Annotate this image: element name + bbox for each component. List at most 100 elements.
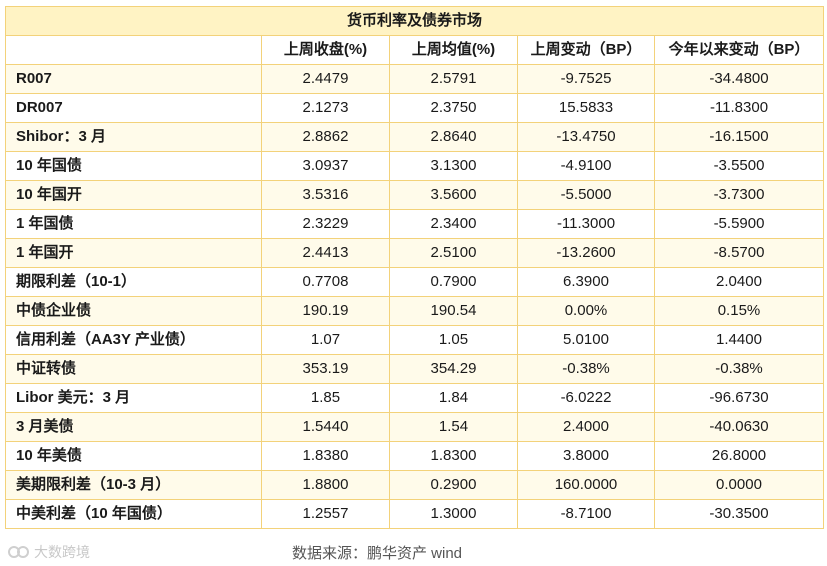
row-week-change-value: -9.7525 bbox=[517, 64, 655, 94]
row-ytd-change-value: -40.0630 bbox=[654, 412, 824, 442]
row-average-value: 1.3000 bbox=[389, 499, 518, 529]
rates-table-container: 货币利率及债券市场 上周收盘(%) 上周均值(%) 上周变动（BP） 今年以来变… bbox=[5, 6, 824, 529]
row-week-change-value: 0.00% bbox=[517, 296, 655, 326]
table-row: 中债企业债 190.19 190.54 0.00% 0.15% bbox=[5, 296, 824, 326]
table-row: 3 月美债 1.5440 1.54 2.4000 -40.0630 bbox=[5, 412, 824, 442]
row-week-change-value: 160.0000 bbox=[517, 470, 655, 500]
data-source: 数据来源：鹏华资产 wind bbox=[292, 545, 463, 562]
row-ytd-change-value: -16.1500 bbox=[654, 122, 824, 152]
row-ytd-change-value: -3.5500 bbox=[654, 151, 824, 181]
watermark: 大数跨境 bbox=[8, 542, 90, 562]
row-name: 中债企业债 bbox=[5, 296, 262, 326]
row-name: 1 年国开 bbox=[5, 238, 262, 268]
table-row: 信用利差（AA3Y 产业债） 1.07 1.05 5.0100 1.4400 bbox=[5, 325, 824, 355]
row-ytd-change-value: 2.0400 bbox=[654, 267, 824, 297]
row-name: 美期限利差（10-3 月） bbox=[5, 470, 262, 500]
row-ytd-change-value: 0.15% bbox=[654, 296, 824, 326]
header-close: 上周收盘(%) bbox=[261, 35, 390, 65]
row-close-value: 0.7708 bbox=[261, 267, 390, 297]
row-ytd-change-value: -5.5900 bbox=[654, 209, 824, 239]
row-average-value: 1.8300 bbox=[389, 441, 518, 471]
row-average-value: 0.7900 bbox=[389, 267, 518, 297]
header-average: 上周均值(%) bbox=[389, 35, 518, 65]
row-ytd-change-value: -11.8300 bbox=[654, 93, 824, 123]
row-name: 期限利差（10-1） bbox=[5, 267, 262, 297]
row-ytd-change-value: -96.6730 bbox=[654, 383, 824, 413]
header-week-change: 上周变动（BP） bbox=[517, 35, 655, 65]
row-ytd-change-value: -0.38% bbox=[654, 354, 824, 384]
row-close-value: 2.8862 bbox=[261, 122, 390, 152]
header-name bbox=[5, 35, 262, 65]
watermark-logo-icon bbox=[8, 546, 29, 558]
row-close-value: 190.19 bbox=[261, 296, 390, 326]
row-week-change-value: 6.3900 bbox=[517, 267, 655, 297]
row-average-value: 0.2900 bbox=[389, 470, 518, 500]
row-average-value: 2.5791 bbox=[389, 64, 518, 94]
row-close-value: 1.2557 bbox=[261, 499, 390, 529]
header-ytd-change: 今年以来变动（BP） bbox=[654, 35, 824, 65]
row-average-value: 3.5600 bbox=[389, 180, 518, 210]
row-name: 10 年国开 bbox=[5, 180, 262, 210]
row-week-change-value: 15.5833 bbox=[517, 93, 655, 123]
table-row: Shibor：3 月 2.8862 2.8640 -13.4750 -16.1500 bbox=[5, 122, 824, 152]
row-name: 信用利差（AA3Y 产业债） bbox=[5, 325, 262, 355]
row-average-value: 2.8640 bbox=[389, 122, 518, 152]
table-row: 1 年国开 2.4413 2.5100 -13.2600 -8.5700 bbox=[5, 238, 824, 268]
table-row: R007 2.4479 2.5791 -9.7525 -34.4800 bbox=[5, 64, 824, 94]
row-week-change-value: -11.3000 bbox=[517, 209, 655, 239]
row-name: 中美利差（10 年国债） bbox=[5, 499, 262, 529]
row-close-value: 2.4413 bbox=[261, 238, 390, 268]
table-row: 10 年国债 3.0937 3.1300 -4.9100 -3.5500 bbox=[5, 151, 824, 181]
row-week-change-value: -6.0222 bbox=[517, 383, 655, 413]
row-close-value: 2.3229 bbox=[261, 209, 390, 239]
rates-table: 货币利率及债券市场 上周收盘(%) 上周均值(%) 上周变动（BP） 今年以来变… bbox=[5, 6, 824, 529]
row-close-value: 1.8380 bbox=[261, 441, 390, 471]
row-name: DR007 bbox=[5, 93, 262, 123]
row-name: 1 年国债 bbox=[5, 209, 262, 239]
header-row: 上周收盘(%) 上周均值(%) 上周变动（BP） 今年以来变动（BP） bbox=[5, 35, 824, 65]
row-week-change-value: -13.2600 bbox=[517, 238, 655, 268]
table-row: 中美利差（10 年国债） 1.2557 1.3000 -8.7100 -30.3500 bbox=[5, 499, 824, 529]
row-close-value: 1.5440 bbox=[261, 412, 390, 442]
table-row: 期限利差（10-1） 0.7708 0.7900 6.3900 2.0400 bbox=[5, 267, 824, 297]
row-average-value: 190.54 bbox=[389, 296, 518, 326]
table-row: 10 年美债 1.8380 1.8300 3.8000 26.8000 bbox=[5, 441, 824, 471]
row-ytd-change-value: 1.4400 bbox=[654, 325, 824, 355]
row-close-value: 2.4479 bbox=[261, 64, 390, 94]
row-ytd-change-value: -34.4800 bbox=[654, 64, 824, 94]
row-week-change-value: -4.9100 bbox=[517, 151, 655, 181]
row-average-value: 1.84 bbox=[389, 383, 518, 413]
row-ytd-change-value: -30.3500 bbox=[654, 499, 824, 529]
row-close-value: 1.8800 bbox=[261, 470, 390, 500]
row-average-value: 2.3400 bbox=[389, 209, 518, 239]
footer: 大数跨境 数据来源：鹏华资产 wind bbox=[0, 538, 827, 566]
row-name: 中证转债 bbox=[5, 354, 262, 384]
row-average-value: 354.29 bbox=[389, 354, 518, 384]
table-row: Libor 美元：3 月 1.85 1.84 -6.0222 -96.6730 bbox=[5, 383, 824, 413]
row-week-change-value: 2.4000 bbox=[517, 412, 655, 442]
row-close-value: 3.5316 bbox=[261, 180, 390, 210]
row-average-value: 2.5100 bbox=[389, 238, 518, 268]
row-name: R007 bbox=[5, 64, 262, 94]
row-close-value: 353.19 bbox=[261, 354, 390, 384]
row-name: Libor 美元：3 月 bbox=[5, 383, 262, 413]
row-close-value: 1.85 bbox=[261, 383, 390, 413]
table-row: 1 年国债 2.3229 2.3400 -11.3000 -5.5900 bbox=[5, 209, 824, 239]
watermark-text: 大数跨境 bbox=[34, 544, 90, 560]
table-row: 10 年国开 3.5316 3.5600 -5.5000 -3.7300 bbox=[5, 180, 824, 210]
table-row: 中证转债 353.19 354.29 -0.38% -0.38% bbox=[5, 354, 824, 384]
row-week-change-value: -13.4750 bbox=[517, 122, 655, 152]
row-name: 10 年国债 bbox=[5, 151, 262, 181]
row-name: 3 月美债 bbox=[5, 412, 262, 442]
row-week-change-value: -0.38% bbox=[517, 354, 655, 384]
row-ytd-change-value: 0.0000 bbox=[654, 470, 824, 500]
row-week-change-value: 5.0100 bbox=[517, 325, 655, 355]
row-close-value: 2.1273 bbox=[261, 93, 390, 123]
row-average-value: 1.05 bbox=[389, 325, 518, 355]
table-title: 货币利率及债券市场 bbox=[5, 6, 824, 36]
row-close-value: 1.07 bbox=[261, 325, 390, 355]
table-row: 美期限利差（10-3 月） 1.8800 0.2900 160.0000 0.0000 bbox=[5, 470, 824, 500]
row-average-value: 3.1300 bbox=[389, 151, 518, 181]
row-week-change-value: -5.5000 bbox=[517, 180, 655, 210]
row-ytd-change-value: -3.7300 bbox=[654, 180, 824, 210]
